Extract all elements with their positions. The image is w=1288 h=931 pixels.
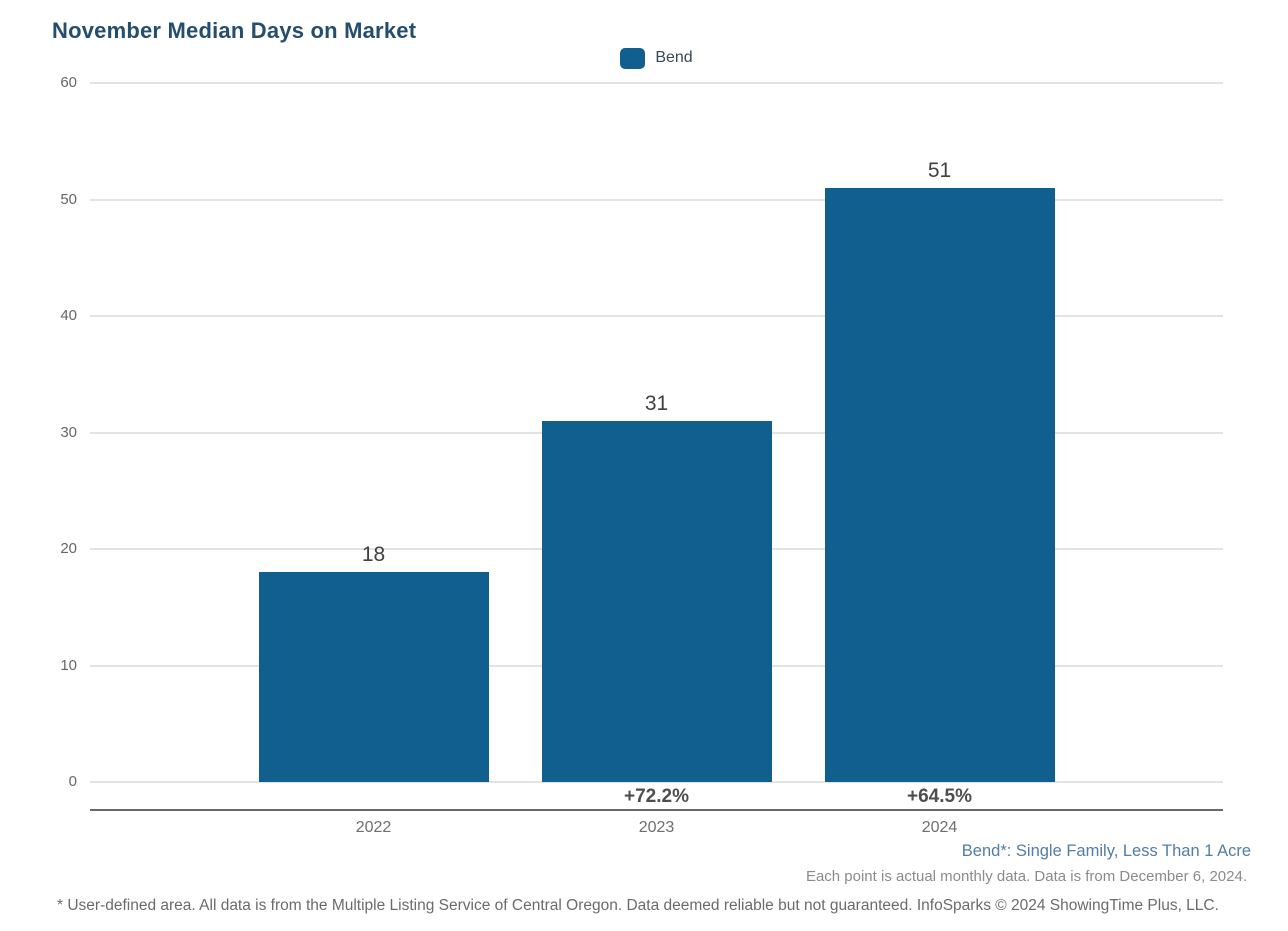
bar-value-label-2024: 51 — [927, 158, 952, 182]
gridline-0 — [90, 781, 1223, 783]
y-axis-tick-label-20: 20 — [60, 540, 77, 557]
y-axis-tick-label-40: 40 — [60, 307, 77, 324]
legend: Bend — [90, 45, 1223, 71]
bar-2022[interactable] — [258, 572, 489, 782]
x-axis-label-2022: 2022 — [355, 819, 392, 836]
y-axis-tick-label-60: 60 — [60, 74, 77, 91]
footnote-disclaimer: * User-defined area. All data is from th… — [57, 897, 1219, 914]
x-axis-label-2023: 2023 — [638, 819, 675, 836]
bar-2023[interactable] — [541, 420, 772, 782]
y-axis-tick-label-50: 50 — [60, 190, 77, 208]
change-label-2024: +64.5% — [907, 786, 972, 807]
footnote-data-note: Each point is actual monthly data. Data … — [805, 868, 1247, 885]
gridline-50 — [90, 198, 1223, 201]
chart-title: November Median Days on Market — [52, 18, 417, 43]
bar-value-label-2023: 31 — [644, 391, 669, 415]
gridline-60 — [90, 82, 1223, 84]
bar-2024[interactable] — [824, 187, 1055, 782]
x-axis-line — [90, 809, 1223, 811]
footnote-series-definition: Bend*: Single Family, Less Than 1 Acre — [961, 842, 1251, 860]
y-axis-tick-label-30: 30 — [60, 423, 77, 441]
gridline-40 — [90, 315, 1223, 317]
change-label-2023: +72.2% — [624, 786, 689, 807]
y-axis-tick-label-0: 0 — [68, 773, 77, 790]
bar-value-label-2022: 18 — [361, 543, 386, 567]
x-axis-label-2024: 2024 — [921, 819, 958, 836]
y-axis-tick-label-10: 10 — [60, 656, 77, 674]
plot-area: 0 10 20 30 40 50 60 18 2022 31 +72.2% 2023 51 +64.5% 2… — [60, 74, 1223, 836]
legend-item-bend[interactable]: Bend — [620, 47, 693, 69]
legend-swatch-icon — [620, 47, 646, 69]
legend-label: Bend — [655, 49, 693, 66]
